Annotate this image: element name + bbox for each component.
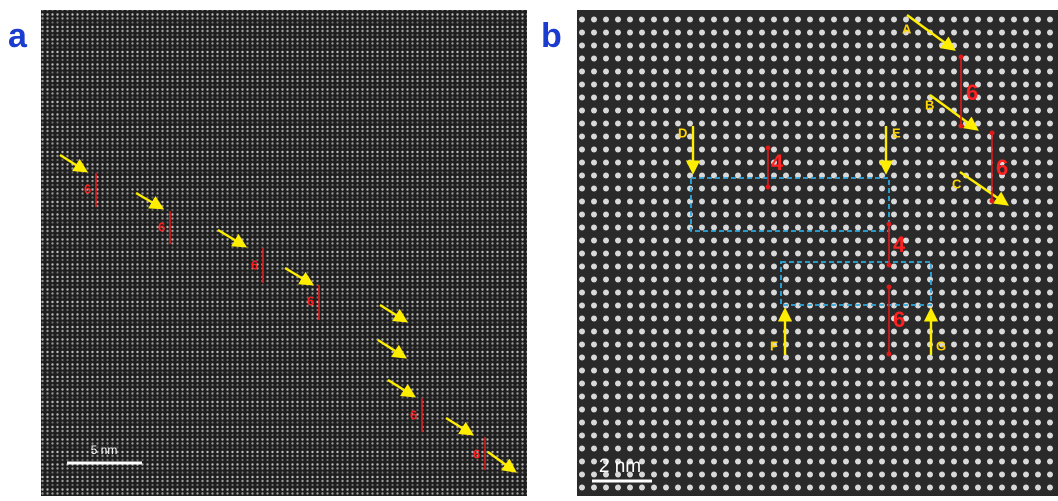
annotation: 6 xyxy=(893,307,905,332)
letter-label: G xyxy=(936,338,946,353)
letter-label: D xyxy=(678,125,687,140)
annotation: 6 xyxy=(410,407,417,422)
annotation: 4 xyxy=(771,150,784,175)
annotation: 6 xyxy=(307,293,314,308)
letter-label: C xyxy=(952,176,962,191)
figure: a 6 6 6 6 6 6 5 nm b xyxy=(0,0,1058,496)
annotation: 6 xyxy=(158,219,165,234)
annotation: 6 xyxy=(473,446,480,461)
letter-label: B xyxy=(925,97,934,112)
scale-bar-label: 2 nm xyxy=(599,456,641,477)
annotation: 4 xyxy=(893,232,906,257)
panel-label: b xyxy=(541,17,562,55)
scale-bar-label: 5 nm xyxy=(91,443,118,457)
letter-label: A xyxy=(902,21,912,36)
letter-label: F xyxy=(770,338,778,353)
annotation: 6 xyxy=(84,181,91,196)
annotation: 6 xyxy=(996,155,1008,180)
stem-image xyxy=(577,10,1058,496)
annotation: 6 xyxy=(966,80,978,105)
panel-label: a xyxy=(8,17,28,55)
page: {"panels": [ {"label": "a", "scale_bar":… xyxy=(0,0,1058,496)
letter-label: E xyxy=(892,125,901,140)
annotation: 6 xyxy=(251,257,258,272)
